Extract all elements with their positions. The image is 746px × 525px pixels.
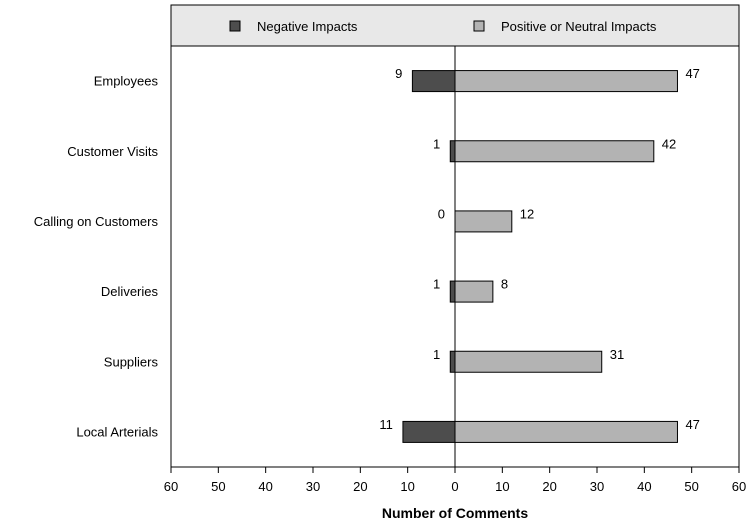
data-label-positive: 47 xyxy=(685,66,699,81)
data-label-negative: 9 xyxy=(395,66,402,81)
bar-positive xyxy=(454,350,603,373)
x-tick-label: 10 xyxy=(400,479,414,494)
data-label-negative: 1 xyxy=(433,277,440,292)
x-tick-label: 50 xyxy=(211,479,225,494)
category-label: Local Arterials xyxy=(76,424,158,439)
data-label-negative: 0 xyxy=(438,206,445,221)
legend-swatch xyxy=(229,20,241,32)
data-label-negative: 1 xyxy=(433,136,440,151)
legend: Negative Impacts Positive or Neutral Impa… xyxy=(229,19,657,34)
bar-negative xyxy=(402,420,456,443)
data-label-negative: 1 xyxy=(433,347,440,362)
category-label: Calling on Customers xyxy=(34,214,159,229)
data-label-positive: 8 xyxy=(501,277,508,292)
data-label-positive: 31 xyxy=(610,347,624,362)
x-axis-title: Number of Comments xyxy=(382,505,528,521)
bar-negative xyxy=(449,350,456,373)
bars: 9 47 1 42 0 12 1 8 1 31 11 47 xyxy=(379,66,700,443)
legend-label: Negative Impacts xyxy=(257,19,358,34)
x-axis-ticks: 60 50 40 30 20 10 0 10 20 30 40 50 60 xyxy=(164,467,746,494)
x-tick-label: 20 xyxy=(542,479,556,494)
x-tick-label: 40 xyxy=(258,479,272,494)
bar-negative xyxy=(449,280,456,303)
bar-positive xyxy=(454,210,513,233)
legend-swatch xyxy=(473,20,485,32)
bar-positive xyxy=(454,420,678,443)
legend-box xyxy=(170,4,740,47)
legend-label: Positive or Neutral Impacts xyxy=(501,19,657,34)
category-labels: Employees Customer Visits Calling on Custo… xyxy=(34,74,159,440)
data-label-positive: 47 xyxy=(685,417,699,432)
x-tick-label: 50 xyxy=(684,479,698,494)
category-label: Customer Visits xyxy=(67,144,158,159)
x-tick-label: 0 xyxy=(451,479,458,494)
bar-negative xyxy=(411,70,456,93)
x-tick-label: 20 xyxy=(353,479,367,494)
x-tick-label: 60 xyxy=(732,479,746,494)
bar-positive xyxy=(454,280,494,303)
bar-negative xyxy=(449,140,456,163)
category-label: Deliveries xyxy=(101,284,159,299)
x-tick-label: 30 xyxy=(306,479,320,494)
bar-positive xyxy=(454,140,655,163)
x-tick-label: 40 xyxy=(637,479,651,494)
data-label-positive: 12 xyxy=(520,206,534,221)
category-label: Employees xyxy=(94,74,159,89)
x-tick-label: 30 xyxy=(590,479,604,494)
x-tick-label: 10 xyxy=(495,479,509,494)
x-tick-label: 60 xyxy=(164,479,178,494)
bar-positive xyxy=(454,70,678,93)
category-label: Suppliers xyxy=(104,354,159,369)
data-label-negative: 11 xyxy=(379,417,393,432)
data-label-positive: 42 xyxy=(662,136,676,151)
